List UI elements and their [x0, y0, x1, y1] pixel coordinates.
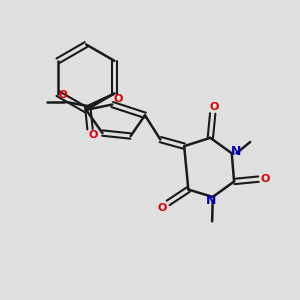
Text: O: O [89, 130, 98, 140]
Text: N: N [231, 145, 242, 158]
Text: O: O [113, 94, 123, 104]
Text: O: O [158, 203, 167, 213]
Text: O: O [210, 102, 219, 112]
Text: O: O [260, 173, 270, 184]
Text: N: N [206, 194, 216, 207]
Text: O: O [58, 90, 68, 100]
